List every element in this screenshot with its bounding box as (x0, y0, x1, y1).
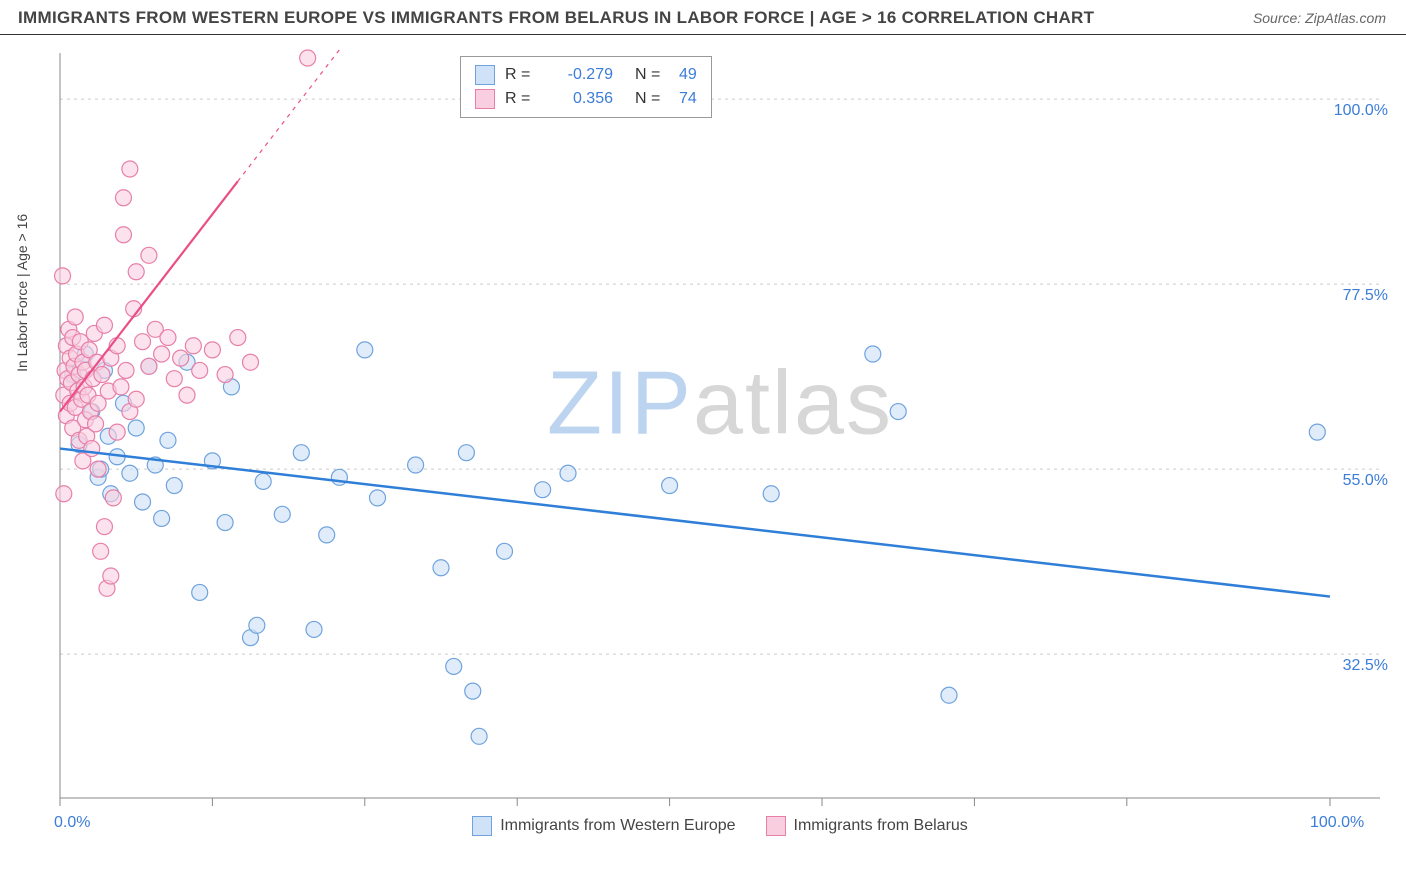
legend-label: Immigrants from Belarus (794, 817, 968, 835)
chart-title: IMMIGRANTS FROM WESTERN EUROPE VS IMMIGR… (18, 8, 1094, 28)
legend-swatch (472, 816, 492, 836)
legend-swatch (475, 65, 495, 85)
y-tick-label: 55.0% (1343, 472, 1388, 490)
n-value: 49 (679, 66, 697, 84)
chart-area: In Labor Force | Age > 16 ZIPatlas R =-0… (50, 48, 1390, 838)
series-legend: Immigrants from Western Europe Immigrants… (50, 816, 1390, 836)
n-label: N = (635, 66, 669, 84)
y-tick-label: 100.0% (1334, 102, 1388, 120)
legend-item: Immigrants from Belarus (766, 816, 968, 836)
correlation-legend: R = -0.279 N = 49 R = 0.356 N = 74 (460, 56, 712, 118)
legend-swatch (475, 89, 495, 109)
n-label: N = (635, 90, 669, 108)
legend-item: Immigrants from Western Europe (472, 816, 735, 836)
r-label: R = (505, 66, 539, 84)
r-value: -0.279 (549, 66, 613, 84)
y-tick-label: 77.5% (1343, 287, 1388, 305)
y-tick-label: 32.5% (1343, 657, 1388, 675)
y-axis-label: In Labor Force | Age > 16 (14, 214, 30, 372)
title-bar: IMMIGRANTS FROM WESTERN EUROPE VS IMMIGR… (0, 0, 1406, 35)
legend-row: R = -0.279 N = 49 (475, 63, 697, 87)
r-value: 0.356 (549, 90, 613, 108)
legend-row: R = 0.356 N = 74 (475, 87, 697, 111)
legend-label: Immigrants from Western Europe (500, 817, 735, 835)
n-value: 74 (679, 90, 697, 108)
r-label: R = (505, 90, 539, 108)
source-label: Source: ZipAtlas.com (1253, 10, 1386, 26)
legend-swatch (766, 816, 786, 836)
scatter-plot (50, 48, 1390, 838)
